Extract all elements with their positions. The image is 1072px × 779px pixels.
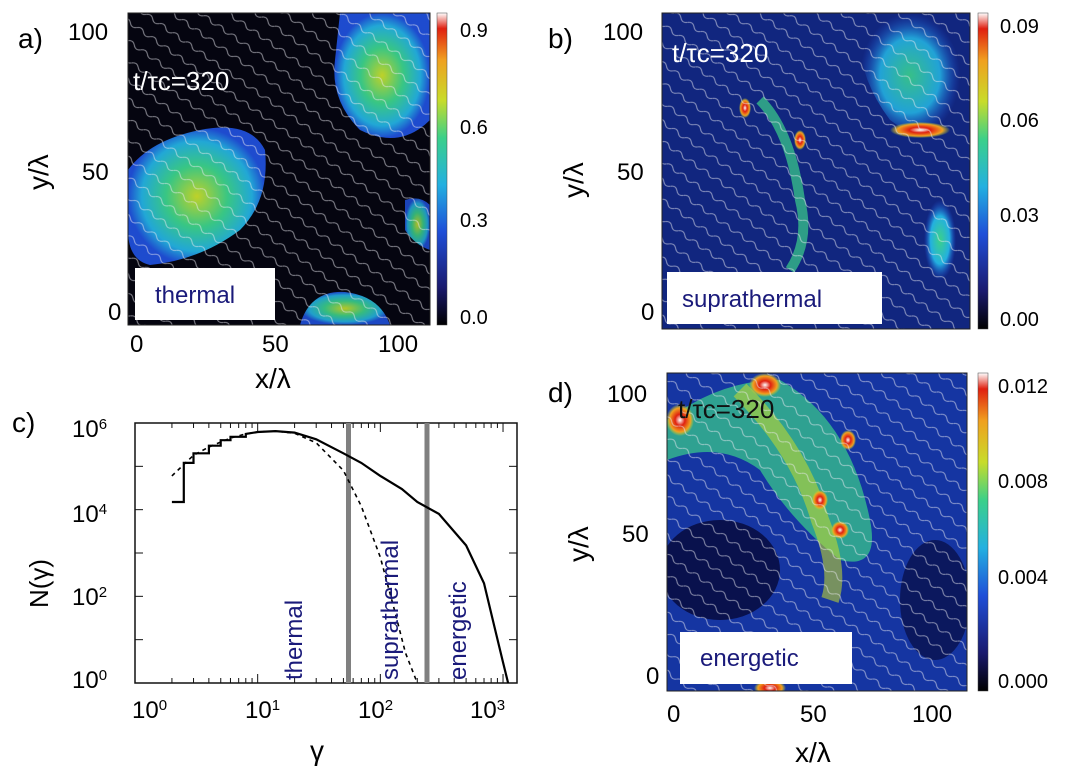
panel-b-y-tick: 50 (617, 159, 644, 186)
panel-d-time-label: t/τc=320 (678, 394, 774, 424)
panel-c: c) thermal suprathermal energetic 106 10… (12, 407, 518, 766)
panel-c-frame (134, 422, 518, 684)
panel-b-y-tick: 100 (603, 19, 643, 46)
panel-d-y-tick: 0 (646, 663, 659, 690)
panel-a-cbar-tick: 0.0 (460, 307, 488, 329)
panel-b: b) suprathermal t/τc=320 100 50 0 y/λ 0.… (548, 12, 1039, 331)
panel-d-y-tick: 50 (622, 521, 649, 548)
panel-a-cbar-tick: 0.6 (460, 117, 488, 139)
panel-a-time-label: t/τc=320 (133, 66, 229, 96)
panel-d-region-label: energetic (700, 645, 799, 672)
panel-b-cbar-tick: 0.03 (1000, 205, 1039, 227)
panel-b-time-label: t/τc=320 (672, 38, 768, 68)
panel-c-minor-ticks (134, 422, 517, 684)
panel-a-map (128, 13, 430, 325)
panel-c-x-tick: 103 (470, 697, 505, 725)
panel-d-x-tick: 100 (912, 701, 952, 728)
panel-c-y-tick: 106 (72, 416, 107, 444)
panel-a-cbar-tick: 0.3 (460, 210, 488, 232)
panel-c-series-fit (171, 430, 419, 684)
panel-d-x-tick: 0 (667, 701, 680, 728)
panel-d-cbar-tick: 0.004 (998, 567, 1048, 589)
panel-d: d) energetic t/τc=320 100 50 0 0 50 100 … (548, 372, 1048, 768)
panel-a-x-tick: 50 (262, 331, 289, 358)
panel-a-y-tick: 0 (108, 299, 121, 326)
panel-c-xlabel: γ (310, 735, 324, 766)
panel-d-x-tick: 50 (800, 701, 827, 728)
panel-a-y-tick: 100 (68, 19, 108, 46)
panel-d-cbar-tick: 0.000 (998, 671, 1048, 693)
panel-a-region-label: thermal (155, 282, 235, 309)
panel-d-cbar-tick: 0.008 (998, 471, 1048, 493)
panel-b-region-label: suprathermal (682, 286, 822, 313)
panel-d-ylabel: y/λ (563, 526, 594, 562)
panel-c-y-tick: 102 (72, 584, 107, 612)
panel-c-label: c) (12, 407, 35, 438)
panel-b-label: b) (548, 23, 573, 54)
panel-b-y-tick: 0 (641, 299, 654, 326)
panel-a-x-tick: 100 (378, 331, 418, 358)
panel-a-ylabel: y/λ (23, 154, 54, 190)
panel-a: a) thermal t/τc=320 100 50 0 0 50 100 x/… (18, 12, 488, 394)
panel-b-ylabel: y/λ (558, 162, 589, 198)
panel-b-cbar-tick: 0.06 (1000, 110, 1039, 132)
panel-a-colorbar (436, 12, 448, 326)
panel-c-x-tick: 101 (245, 697, 280, 725)
panel-b-cbar-tick: 0.00 (1000, 309, 1039, 331)
panel-b-colorbar (977, 12, 989, 330)
panel-a-cbar-tick: 0.9 (460, 20, 488, 42)
panel-b-cbar-tick: 0.09 (1000, 16, 1039, 38)
panel-d-label: d) (548, 377, 573, 408)
panel-a-label: a) (18, 23, 43, 54)
panel-c-y-tick: 104 (72, 501, 107, 529)
panel-d-xlabel: x/λ (795, 737, 831, 768)
panel-a-x-tick: 0 (130, 331, 143, 358)
panel-c-x-tick: 102 (358, 697, 393, 725)
panel-c-region-suprathermal: suprathermal (377, 540, 404, 680)
panel-a-y-tick: 50 (82, 159, 109, 186)
panel-d-y-tick: 100 (607, 381, 647, 408)
panel-c-ylabel: N(γ) (24, 559, 54, 608)
panel-a-xlabel: x/λ (255, 363, 291, 394)
panel-d-cbar-tick: 0.012 (998, 376, 1048, 398)
panel-c-region-energetic: energetic (445, 581, 472, 680)
panel-c-region-thermal: thermal (281, 600, 308, 680)
panel-d-colorbar (977, 372, 989, 692)
panel-c-x-tick: 100 (132, 697, 167, 725)
panel-c-y-tick: 100 (72, 667, 107, 695)
